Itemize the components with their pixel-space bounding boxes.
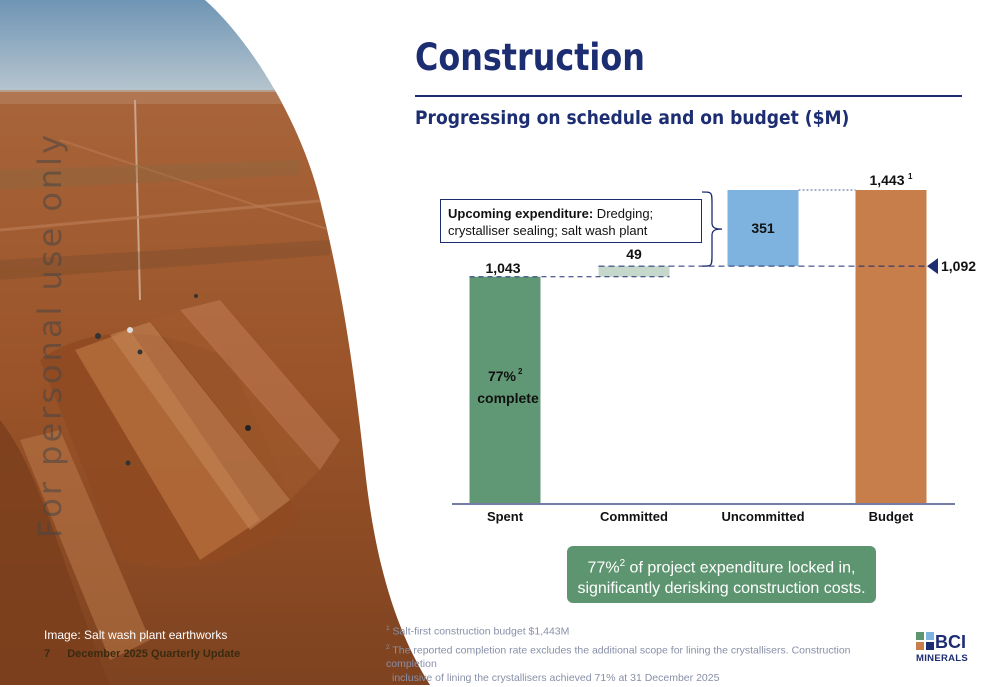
chart-subtitle: Progressing on schedule and on budget ($… — [415, 107, 850, 129]
upcoming-expenditure-callout: Upcoming expenditure: Dredging; crystall… — [440, 199, 702, 243]
highlight-line2: significantly derisking construction cos… — [577, 580, 866, 598]
category-label-spent: Spent — [487, 509, 524, 524]
value-label-budget: 1,443 — [869, 172, 904, 188]
bci-logo-icon — [916, 632, 934, 650]
logo-mark: BCI — [935, 632, 966, 652]
value-label-spent: 1,043 — [485, 260, 520, 276]
bar-uncommitted — [727, 190, 799, 267]
highlight-pct: 77% — [587, 559, 620, 577]
photo-caption: Image: Salt wash plant earthworks — [44, 628, 228, 642]
report-label: December 2025 Quarterly Update — [67, 648, 241, 660]
bar-committed — [598, 266, 670, 277]
category-label-budget: Budget — [869, 509, 914, 524]
brace-icon — [701, 191, 723, 267]
highlight-sup: 2 — [619, 558, 626, 569]
marker-arrow-icon — [927, 258, 938, 275]
footnote-2: 2 The reported completion rate excludes … — [386, 643, 851, 685]
value-label-budget-sup: 1 — [908, 172, 913, 181]
highlight-box: 77%2 of project expenditure locked in, s… — [567, 546, 876, 603]
value-label-uncommitted: 351 — [751, 220, 775, 236]
page-number: 7 — [44, 648, 51, 660]
title-divider — [415, 95, 962, 97]
callout-bold-text: Upcoming expenditure: — [448, 206, 594, 221]
inner-label-sup: 2 — [518, 367, 523, 376]
inner-label-complete: complete — [477, 390, 539, 406]
bar-budget — [855, 190, 927, 503]
bar-spent — [469, 276, 541, 503]
category-label-committed: Committed — [600, 509, 668, 524]
footnote-1: 1 Salt-first construction budget $1,443M — [386, 625, 570, 638]
value-label-committed: 49 — [626, 246, 642, 262]
footnotes: 1 Salt-first construction budget $1,443M… — [386, 622, 896, 687]
marker-label: 1,092 — [941, 258, 976, 274]
inner-label-pct: 77% — [488, 368, 517, 384]
highlight-line1: of project expenditure locked in, — [625, 559, 856, 577]
callout-text: Dredging; crystalliser sealing; salt was… — [448, 206, 654, 238]
page-title: Construction — [415, 36, 645, 79]
logo-text: MINERALS — [916, 653, 969, 664]
category-label-uncommitted: Uncommitted — [721, 509, 804, 524]
page-footer: 7 December 2025 Quarterly Update — [44, 648, 240, 660]
